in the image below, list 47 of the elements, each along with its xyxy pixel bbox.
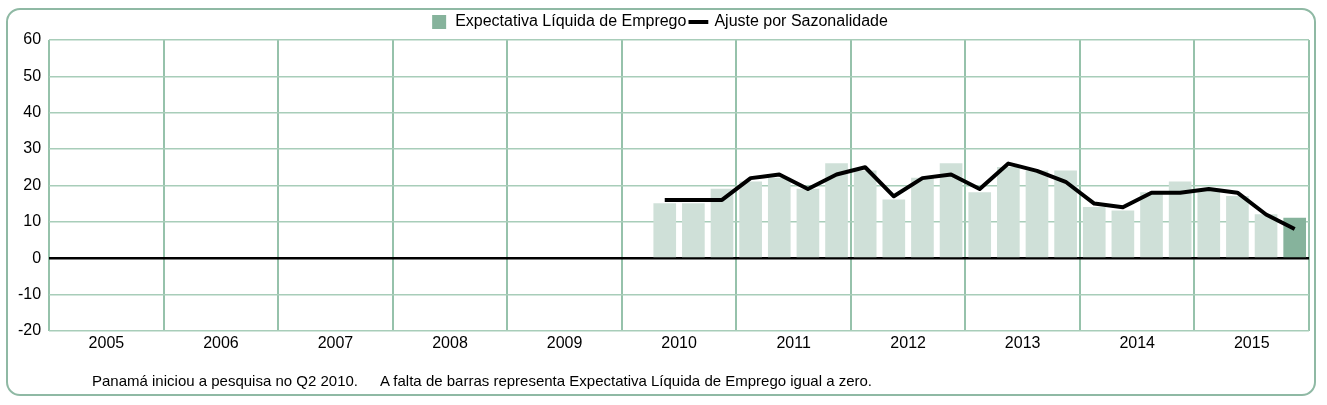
x-tick-label: 2013: [1004, 333, 1041, 351]
bar: [796, 188, 820, 258]
bar: [853, 170, 877, 258]
bar: [882, 199, 906, 258]
bar: [710, 188, 734, 258]
legend-label: Expectativa Líquida de Emprego: [455, 12, 687, 30]
bar: [767, 177, 791, 258]
x-tick-label: 2010: [661, 333, 697, 351]
x-tick-label: 2012: [890, 333, 927, 351]
bar: [739, 181, 762, 258]
x-tick-label: 2006: [203, 333, 239, 351]
bar: [911, 177, 934, 258]
x-tick-label: 2014: [1119, 333, 1156, 351]
bar: [682, 203, 705, 258]
y-tick-label: -20: [18, 321, 42, 339]
y-tick-label: 20: [23, 175, 42, 193]
y-tick-label: 10: [23, 212, 42, 230]
text: A falta de barras representa Expectativa Líquida de Emprego igual a zero.: [380, 372, 872, 389]
bar: [1254, 214, 1278, 258]
bar: [1197, 188, 1221, 258]
bar: [1054, 170, 1077, 258]
bar: [1111, 210, 1135, 258]
bar: [1140, 192, 1163, 258]
y-tick-label: 60: [23, 30, 42, 48]
x-tick-label: 2005: [88, 333, 125, 351]
bar: [653, 203, 677, 258]
bar: [825, 163, 848, 258]
x-tick-label: 2008: [432, 333, 468, 351]
bar: [968, 192, 992, 258]
bar: [1168, 181, 1192, 258]
x-tick-label: 2009: [546, 333, 583, 351]
y-tick-label: 30: [23, 139, 42, 157]
bar: [1226, 195, 1249, 258]
y-tick-label: 0: [32, 248, 42, 266]
bar: [997, 166, 1020, 258]
legend-label: Ajuste por Sazonalidade: [714, 12, 888, 30]
x-tick-label: 2015: [1233, 333, 1270, 351]
y-tick-label: 50: [23, 66, 42, 84]
bar: [1082, 206, 1106, 258]
y-tick-label: 40: [23, 103, 42, 121]
bar: [939, 163, 963, 258]
bar: [1283, 217, 1307, 258]
text: Panamá iniciou a pesquisa no Q2 2010.: [92, 372, 359, 389]
x-tick-label: 2007: [317, 333, 354, 351]
y-tick-label: -10: [18, 284, 42, 302]
bar: [1025, 170, 1049, 258]
x-tick-label: 2011: [776, 333, 811, 351]
